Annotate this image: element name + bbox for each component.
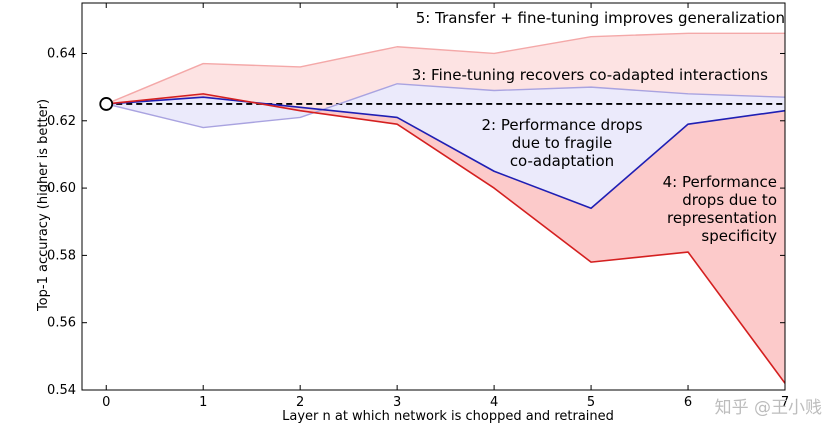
series-line-2 xyxy=(106,96,786,210)
x-tick-label: 3 xyxy=(393,395,401,410)
annotation-4-line2: drops due to xyxy=(682,191,777,209)
x-axis-ticks: 0 1 2 3 4 5 6 7 xyxy=(102,3,789,410)
annotation-3: 3: Fine-tuning recovers co-adapted inter… xyxy=(412,66,768,84)
annotation-2-line2: due to fragile xyxy=(512,134,613,152)
origin-marker xyxy=(99,97,114,111)
x-tick-label: 2 xyxy=(296,395,304,410)
x-axis-label: Layer n at which network is chopped and … xyxy=(282,409,614,424)
y-tick-label: 0.64 xyxy=(47,46,76,61)
fill-region-2 xyxy=(106,93,785,384)
y-axis-label: Top-1 accuracy (higher is better) xyxy=(36,99,51,312)
fill-regions xyxy=(106,33,785,384)
annotation-4-line4: specificity xyxy=(701,227,777,245)
annotation-4-line1: 4: Performance xyxy=(663,173,777,191)
x-tick-label: 6 xyxy=(684,395,692,410)
x-tick-label: 1 xyxy=(199,395,207,410)
series-lines xyxy=(105,32,786,384)
x-tick-label: 7 xyxy=(781,395,789,410)
series-line-3 xyxy=(106,93,786,384)
series-line-0 xyxy=(105,32,785,105)
annotation-5: 5: Transfer + fine-tuning improves gener… xyxy=(416,9,785,27)
y-tick-label: 0.54 xyxy=(47,383,76,398)
y-tick-label: 0.62 xyxy=(47,114,76,129)
y-tick-label: 0.58 xyxy=(47,248,76,263)
fill-region-1 xyxy=(106,83,785,209)
watermark: 知乎 @王小贱 xyxy=(715,398,822,418)
x-tick-label: 4 xyxy=(490,395,498,410)
annotation-4-line3: representation xyxy=(667,209,777,227)
annotation-2-line3: co-adaptation xyxy=(510,152,614,170)
fill-region-0 xyxy=(106,33,785,128)
plot-frame xyxy=(81,2,786,391)
y-tick-label: 0.56 xyxy=(47,316,76,331)
annotation-2-line1: 2: Performance drops xyxy=(481,116,642,134)
y-tick-label: 0.60 xyxy=(47,181,76,196)
x-tick-label: 5 xyxy=(587,395,595,410)
x-tick-label: 0 xyxy=(102,395,110,410)
y-axis-ticks: 0.54 0.56 0.58 0.60 0.62 0.64 xyxy=(47,46,785,398)
series-line-1 xyxy=(106,83,786,129)
